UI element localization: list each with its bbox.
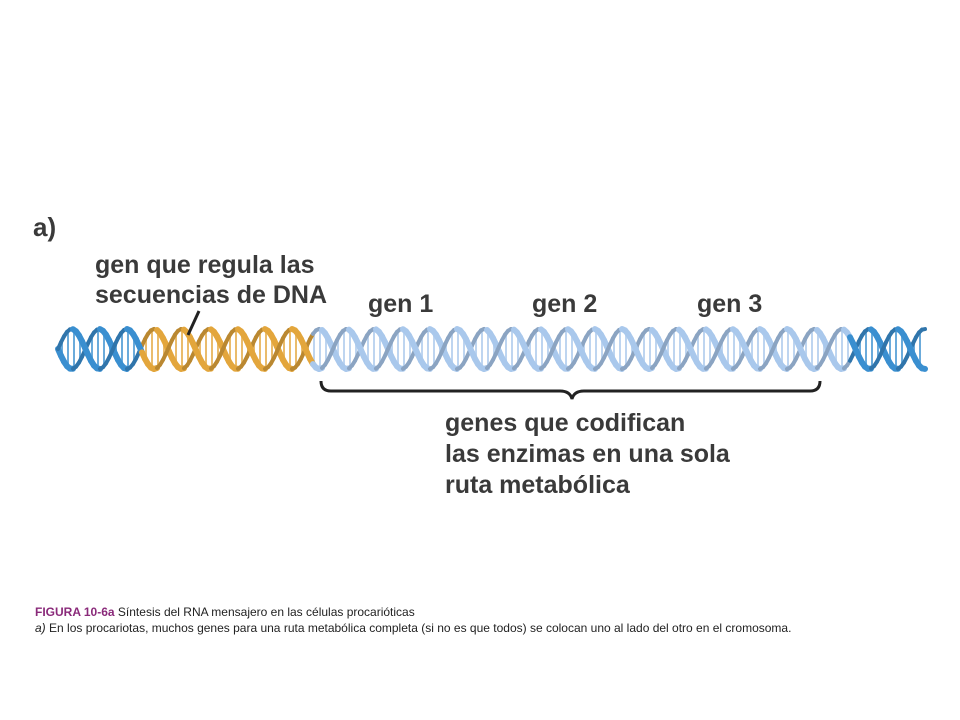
coding-genes-label-line: genes que codifican: [445, 409, 686, 437]
gene-group-brace: [319, 380, 822, 400]
caption-line-1: FIGURA 10-6a Síntesis del RNA mensajero …: [35, 604, 791, 620]
dna-strand-b: [919, 365, 928, 372]
coding-genes-label-line: ruta metabólica: [445, 471, 630, 499]
regulator-label: gen que regula las secuencias de DNA: [95, 250, 327, 310]
regulator-label-line: gen que regula las: [95, 251, 315, 279]
figure-caption: FIGURA 10-6a Síntesis del RNA mensajero …: [35, 604, 791, 636]
gene-1-label: gen 1: [368, 290, 434, 318]
caption-title: Síntesis del RNA mensajero en las célula…: [117, 605, 415, 619]
gene-2-label: gen 2: [532, 290, 598, 318]
dna-strand-a: [920, 327, 927, 332]
caption-figure-id: FIGURA 10-6a: [35, 605, 115, 619]
panel-label: a): [33, 212, 57, 242]
caption-line-2: a) En los procariotas, muchos genes para…: [35, 620, 791, 636]
caption-text: En los procariotas, muchos genes para un…: [49, 621, 792, 635]
regulator-label-line: secuencias de DNA: [95, 281, 328, 309]
gene-3-label: gen 3: [697, 290, 763, 318]
regulator-pointer-line: [186, 310, 201, 336]
dna-helix: [55, 326, 928, 372]
coding-genes-label: genes que codifican las enzimas en una s…: [445, 408, 730, 501]
caption-subpart-label: a): [35, 621, 46, 635]
coding-genes-label-line: las enzimas en una sola: [445, 440, 730, 468]
